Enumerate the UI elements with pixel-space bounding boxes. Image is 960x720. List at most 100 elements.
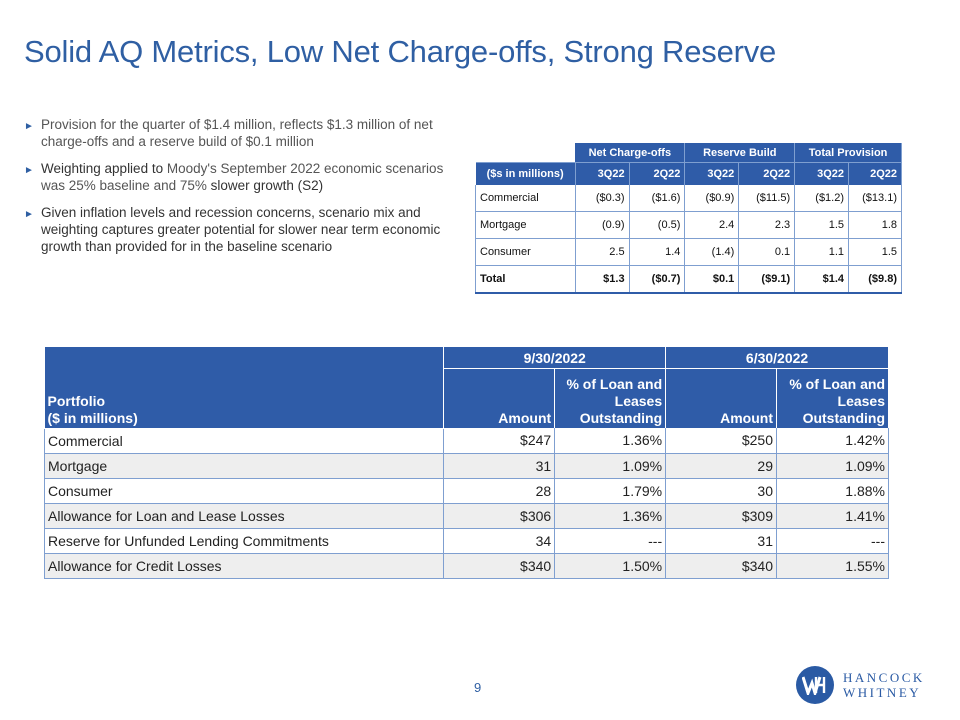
table-cell: $247	[443, 428, 556, 454]
table-row: Mortgage 31 1.09% 29 1.09%	[43, 453, 889, 479]
table-cell: 1.8	[848, 211, 902, 239]
logo-line: HANCOCK	[843, 670, 925, 685]
table-cell: (0.5)	[629, 211, 686, 239]
pct-header-line: Outstanding	[802, 410, 885, 426]
column-header: 3Q22	[794, 162, 850, 185]
table-row: Allowance for Credit Losses $340 1.50% $…	[43, 553, 889, 579]
page-number: 9	[474, 680, 482, 695]
pct-header: % of Loan and Leases Outstanding	[776, 368, 889, 428]
table-cell: ($0.9)	[684, 185, 740, 212]
triangle-bullet-icon: ►	[24, 165, 34, 176]
table-row: Consumer 28 1.79% 30 1.88%	[43, 478, 889, 504]
bullet-text-part: slower growth (S2)	[210, 178, 324, 193]
pct-header: % of Loan and Leases Outstanding	[554, 368, 667, 428]
row-label: Commercial	[475, 185, 576, 212]
table-cell: 1.36%	[554, 428, 667, 454]
date-header: 6/30/2022	[665, 347, 889, 369]
table-row: Consumer 2.5 1.4 (1.4) 0.1 1.1 1.5	[475, 238, 902, 266]
table-cell: $306	[443, 503, 556, 529]
table-cell: 0.1	[738, 238, 796, 266]
table-cell: $1.3	[575, 265, 630, 294]
triangle-bullet-icon: ►	[24, 209, 34, 220]
table-cell: $340	[665, 553, 777, 579]
table-cell: ---	[776, 528, 889, 554]
row-label: Total	[475, 265, 576, 294]
page-title: Solid AQ Metrics, Low Net Charge-offs, S…	[24, 34, 777, 69]
table-cell: ($0.3)	[575, 185, 630, 212]
row-label: Consumer	[475, 238, 576, 266]
table-cell: 31	[665, 528, 777, 554]
table-cell: $1.4	[794, 265, 850, 294]
row-label: Mortgage	[43, 453, 445, 479]
bullet-item: ► Provision for the quarter of $1.4 mill…	[24, 116, 444, 150]
row-label: Commercial	[43, 428, 445, 454]
table-cell: 1.09%	[776, 453, 889, 479]
table-row: Commercial ($0.3) ($1.6) ($0.9) ($11.5) …	[475, 185, 902, 212]
company-logo: HANCOCK WHITNEY	[796, 666, 925, 704]
table-cell: ($0.7)	[629, 265, 686, 294]
table-cell: 1.4	[629, 238, 686, 266]
table-cell: 2.5	[575, 238, 630, 266]
table-cell: ($13.1)	[848, 185, 902, 212]
row-label: Mortgage	[475, 211, 576, 239]
pct-header-line: % of Loan and	[789, 376, 885, 392]
amount-header: Amount	[665, 368, 777, 428]
allowance-table: Portfolio ($ in millions) 9/30/2022 6/30…	[43, 347, 889, 579]
table-cell: 28	[443, 478, 556, 504]
group-header: Total Provision	[794, 143, 902, 163]
bullet-text: Weighting applied to Moody's September 2…	[41, 160, 444, 194]
logo-wordmark: HANCOCK WHITNEY	[843, 670, 925, 700]
table-cell: $309	[665, 503, 777, 529]
table-row: Mortgage (0.9) (0.5) 2.4 2.3 1.5 1.8	[475, 211, 902, 239]
portfolio-header: Portfolio ($ in millions)	[44, 347, 445, 429]
table-cell: (0.9)	[575, 211, 630, 239]
table-cell: 29	[665, 453, 777, 479]
table-cell: 1.88%	[776, 478, 889, 504]
table-cell: 1.5	[794, 211, 850, 239]
table-corner	[475, 143, 576, 163]
table-cell: (1.4)	[684, 238, 740, 266]
row-label: Consumer	[43, 478, 445, 504]
column-header: 2Q22	[629, 162, 686, 185]
bullet-text-part: Weighting applied to	[41, 161, 167, 176]
group-header: Reserve Build	[684, 143, 796, 163]
bullet-text-part: Moody's September 2022 economic scenario…	[41, 161, 444, 193]
table-cell: ($1.6)	[629, 185, 686, 212]
table-row: Reserve for Unfunded Lending Commitments…	[43, 528, 889, 554]
triangle-bullet-icon: ►	[24, 121, 34, 132]
table-cell: 1.50%	[554, 553, 667, 579]
table-cell: $250	[665, 428, 777, 454]
table-cell: 1.1	[794, 238, 850, 266]
date-header: 9/30/2022	[443, 347, 667, 369]
pct-header-line: % of Loan and	[566, 376, 663, 392]
table-cell: 1.5	[848, 238, 902, 266]
provision-table: Net Charge-offs Reserve Build Total Prov…	[475, 143, 902, 294]
portfolio-header-line: Portfolio	[47, 392, 106, 409]
bullet-text: Provision for the quarter of $1.4 millio…	[41, 117, 433, 149]
amount-header: Amount	[443, 368, 556, 428]
portfolio-header-line: ($ in millions)	[47, 409, 138, 426]
table-cell: 1.09%	[554, 453, 667, 479]
bullet-item: ► Given inflation levels and recession c…	[24, 204, 444, 255]
table-cell: ---	[554, 528, 667, 554]
table-cell: ($1.2)	[794, 185, 850, 212]
table-cell: 1.55%	[776, 553, 889, 579]
pct-header-line: Leases	[837, 393, 885, 409]
table-cell: ($9.8)	[848, 265, 902, 294]
table-cell: $0.1	[684, 265, 740, 294]
row-label: Allowance for Credit Losses	[43, 553, 445, 579]
hancock-whitney-logo-icon	[796, 666, 834, 704]
column-header: 2Q22	[848, 162, 902, 185]
table-row: Commercial $247 1.36% $250 1.42%	[43, 428, 889, 454]
row-label: Reserve for Unfunded Lending Commitments	[43, 528, 445, 554]
row-label: Allowance for Loan and Lease Losses	[43, 503, 445, 529]
table-row: Allowance for Loan and Lease Losses $306…	[43, 503, 889, 529]
table-cell: 34	[443, 528, 556, 554]
table-cell: 2.3	[738, 211, 796, 239]
table-cell: $340	[443, 553, 556, 579]
table-cell: ($9.1)	[738, 265, 796, 294]
pct-header-line: Outstanding	[579, 410, 663, 426]
logo-line: WHITNEY	[843, 685, 922, 700]
table-cell: ($11.5)	[738, 185, 796, 212]
table-cell: 31	[443, 453, 556, 479]
